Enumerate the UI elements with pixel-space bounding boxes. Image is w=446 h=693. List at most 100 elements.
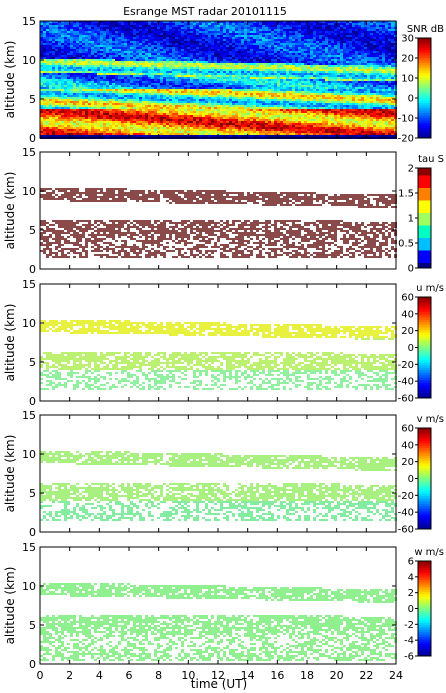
snr-cell: [166, 81, 169, 83]
snr-cell: [67, 61, 70, 63]
snr-cell: [367, 37, 370, 39]
snr-cell: [154, 59, 157, 61]
snr-cell: [67, 65, 70, 67]
snr-cell: [319, 99, 322, 101]
snr-cell: [76, 29, 79, 31]
snr-cell: [322, 29, 325, 31]
snr-cell: [319, 53, 322, 55]
snr-cell: [235, 73, 238, 75]
snr-cell: [205, 75, 208, 77]
snr-cell: [250, 97, 253, 99]
snr-cell: [94, 51, 97, 53]
snr-cell: [202, 65, 205, 67]
snr-cell: [64, 77, 67, 79]
snr-cell: [43, 99, 46, 101]
snr-cell: [370, 97, 373, 99]
snr-cell: [190, 51, 193, 53]
snr-cell: [289, 35, 292, 37]
snr-cell: [286, 77, 289, 79]
snr-cell: [139, 37, 142, 39]
snr-cell: [61, 55, 64, 57]
snr-cell: [172, 79, 175, 81]
snr-cell: [133, 37, 136, 39]
snr-cell: [88, 31, 91, 33]
snr-cell: [196, 49, 199, 51]
snr-cell: [172, 25, 175, 27]
snr-cell: [178, 91, 181, 93]
snr-cell: [40, 89, 43, 91]
snr-cell: [286, 99, 289, 101]
snr-cell: [346, 75, 349, 77]
snr-cell: [130, 103, 133, 105]
snr-cell: [196, 29, 199, 31]
snr-cell: [154, 27, 157, 29]
snr-cell: [232, 53, 235, 55]
snr-cell: [346, 35, 349, 37]
snr-cell: [163, 99, 166, 101]
snr-cell: [133, 47, 136, 49]
snr-cell: [271, 39, 274, 41]
snr-cell: [307, 57, 310, 59]
snr-cell: [376, 81, 379, 83]
snr-cell: [361, 85, 364, 87]
snr-cell: [211, 27, 214, 29]
snr-cell: [235, 65, 238, 67]
snr-cell: [373, 91, 376, 93]
snr-cell: [259, 67, 262, 69]
snr-cell: [343, 49, 346, 51]
snr-cell: [100, 63, 103, 65]
snr-cell: [259, 33, 262, 35]
snr-cell: [79, 29, 82, 31]
snr-cell: [220, 97, 223, 99]
snr-cell: [70, 75, 73, 77]
snr-cell: [130, 49, 133, 51]
snr-cell: [214, 49, 217, 51]
snr-cell: [151, 45, 154, 47]
snr-cell: [367, 25, 370, 27]
snr-cell: [61, 93, 64, 95]
snr-cell: [337, 35, 340, 37]
snr-cell: [154, 37, 157, 39]
snr-cell: [277, 41, 280, 43]
snr-cell: [235, 23, 238, 25]
snr-cell: [46, 25, 49, 27]
snr-cell: [268, 29, 271, 31]
snr-cell: [106, 45, 109, 47]
snr-cell: [61, 75, 64, 77]
snr-cell: [211, 67, 214, 69]
snr-cell: [199, 21, 202, 23]
snr-cell: [175, 33, 178, 35]
snr-cell: [67, 95, 70, 97]
snr-cell: [352, 89, 355, 91]
snr-cell: [274, 81, 277, 83]
snr-cell: [247, 25, 250, 27]
snr-cell: [364, 93, 367, 95]
snr-cell: [52, 21, 55, 23]
snr-cell: [181, 73, 184, 75]
snr-cell: [304, 79, 307, 81]
snr-cell: [214, 97, 217, 99]
snr-cell: [208, 25, 211, 27]
snr-cell: [118, 95, 121, 97]
snr-cell: [361, 83, 364, 85]
snr-cell: [124, 87, 127, 89]
snr-cell: [298, 69, 301, 71]
snr-cell: [307, 77, 310, 79]
snr-cell: [202, 27, 205, 29]
snr-cell: [124, 69, 127, 71]
snr-cell: [370, 41, 373, 43]
snr-cell: [346, 55, 349, 57]
snr-cell: [67, 53, 70, 55]
snr-cell: [157, 67, 160, 69]
snr-cell: [373, 65, 376, 67]
snr-cell: [154, 71, 157, 73]
snr-cell: [334, 35, 337, 37]
snr-cell: [247, 81, 250, 83]
snr-cell: [133, 71, 136, 73]
snr-cell: [295, 89, 298, 91]
snr-cell: [217, 63, 220, 65]
snr-cell: [46, 59, 49, 61]
snr-cell: [361, 45, 364, 47]
snr-cell: [364, 31, 367, 33]
snr-cell: [331, 73, 334, 75]
